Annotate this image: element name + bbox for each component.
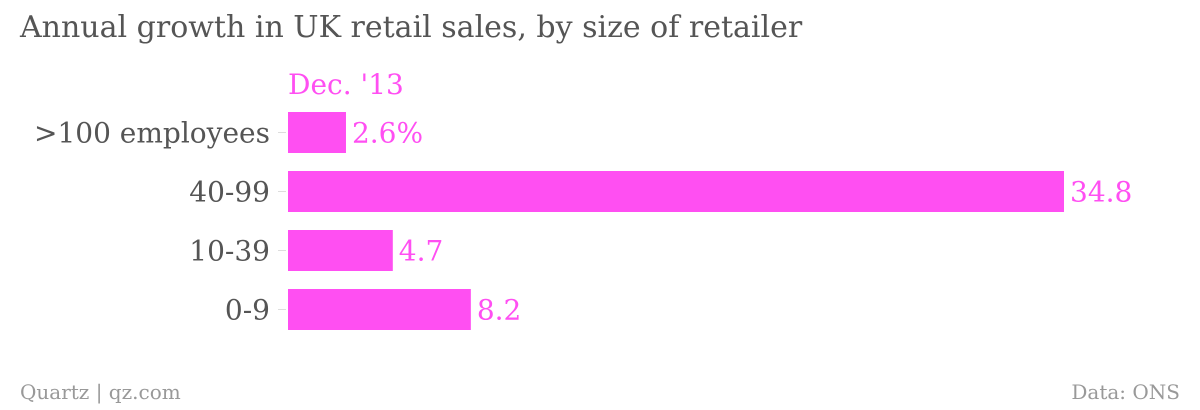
category-label: >100 employees <box>34 117 270 150</box>
category-label: 0-9 <box>225 294 270 327</box>
category-label: 40-99 <box>189 176 270 209</box>
bar <box>288 289 471 330</box>
footer-data-source: Data: ONS <box>1071 380 1180 404</box>
data-label: 34.8 <box>1070 176 1132 209</box>
data-label: 4.7 <box>399 235 444 268</box>
bar <box>288 112 346 153</box>
bar <box>288 230 393 271</box>
data-label: 8.2 <box>477 294 522 327</box>
chart-title: Annual growth in UK retail sales, by siz… <box>20 10 803 45</box>
bar <box>288 171 1064 212</box>
data-label: 2.6% <box>352 117 423 150</box>
footer-credit: Quartz | qz.com <box>20 380 181 404</box>
category-label: 10-39 <box>189 235 270 268</box>
series-label: Dec. '13 <box>288 68 404 101</box>
